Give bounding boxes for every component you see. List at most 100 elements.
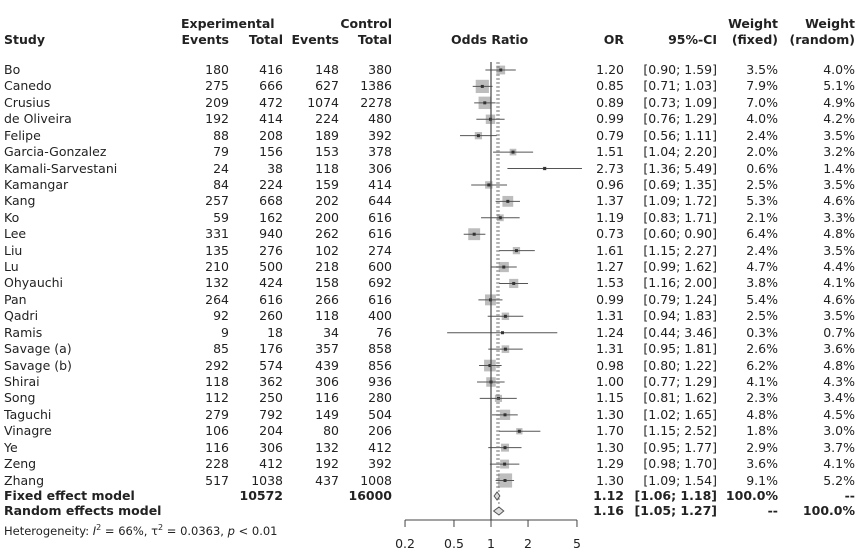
ctrl-total: 392 [368, 456, 392, 472]
ctrl-total: 400 [368, 308, 392, 324]
weight-random: 0.7% [823, 324, 855, 340]
exp-total: 940 [259, 226, 283, 242]
ctrl-total: 378 [368, 144, 392, 160]
ci-value: [1.15; 2.27] [643, 242, 717, 258]
exp-events: 517 [205, 472, 229, 488]
ctrl-total: 616 [368, 291, 392, 307]
point-estimate [503, 413, 507, 417]
ci-value: [0.90; 1.59] [643, 62, 717, 77]
ctrl-total: 206 [368, 423, 392, 439]
ci-value: [1.02; 1.65] [643, 406, 717, 422]
weight-fixed: 3.6% [746, 456, 778, 472]
ci-value: [0.56; 1.11] [643, 127, 717, 143]
ci-value: [0.95; 1.77] [643, 439, 717, 455]
ci-value: [0.76; 1.29] [643, 111, 717, 127]
weight-fixed: 5.4% [746, 291, 778, 307]
point-estimate [480, 84, 484, 88]
weight-fixed: 2.5% [746, 176, 778, 192]
ctrl-events: 159 [315, 176, 339, 192]
ctrl-total: 306 [368, 160, 392, 176]
ctrl-events: 149 [315, 406, 339, 422]
ctrl-total: 16000 [348, 488, 393, 503]
weight-fixed: 100.0% [725, 488, 778, 503]
study-name: Bo [4, 62, 21, 77]
header-ctrl-total: Total [357, 32, 392, 47]
x-tick-label: 1 [487, 536, 495, 551]
weight-fixed: 2.1% [746, 209, 778, 225]
or-value: 1.70 [596, 423, 624, 439]
study-name: Kamali-Sarvestani [4, 160, 118, 176]
exp-total: 162 [259, 209, 283, 225]
header-or: OR [603, 32, 624, 47]
weight-fixed: 6.2% [746, 357, 778, 373]
or-value: 1.51 [596, 144, 624, 160]
or-value: 1.19 [596, 209, 624, 225]
random-effect-diamond [492, 506, 505, 516]
ctrl-events: 148 [315, 62, 339, 77]
weight-random: 3.6% [823, 341, 855, 357]
exp-events: 59 [213, 209, 229, 225]
or-value: 1.31 [596, 341, 624, 357]
weight-fixed: 2.9% [746, 439, 778, 455]
point-estimate [502, 265, 506, 269]
or-value: 1.53 [596, 275, 624, 291]
ctrl-total: 856 [368, 357, 392, 373]
header-ci: 95%-CI [668, 32, 717, 47]
weight-fixed: 7.0% [746, 94, 778, 110]
weight-fixed: 9.1% [746, 472, 778, 488]
or-value: 0.98 [596, 357, 624, 373]
study-name: Canedo [4, 78, 52, 94]
exp-total: 412 [259, 456, 283, 472]
point-estimate [498, 216, 502, 220]
or-value: 1.20 [596, 62, 624, 77]
ctrl-total: 936 [368, 373, 392, 389]
ci-value: [0.95; 1.81] [643, 341, 717, 357]
point-estimate [503, 446, 507, 450]
weight-random: 3.5% [823, 127, 855, 143]
point-estimate [503, 462, 507, 466]
exp-events: 85 [213, 341, 229, 357]
exp-total: 500 [259, 259, 283, 275]
ctrl-events: 118 [315, 160, 339, 176]
ctrl-total: 1386 [360, 78, 392, 94]
point-estimate [506, 199, 510, 203]
exp-total: 224 [259, 176, 283, 192]
ctrl-events: 1074 [307, 94, 339, 110]
weight-fixed: 0.3% [746, 324, 778, 340]
header-control: Control [340, 16, 392, 31]
weight-random: 3.5% [823, 242, 855, 258]
study-name: Ramis [4, 324, 43, 340]
ctrl-events: 437 [315, 472, 339, 488]
point-estimate [499, 68, 503, 72]
point-estimate [500, 331, 504, 335]
heterogeneity-text: Heterogeneity: I2 = 66%, τ2 = 0.0363, p … [4, 523, 278, 538]
ci-value: [1.36; 5.49] [643, 160, 717, 176]
ctrl-events: 192 [315, 456, 339, 472]
or-value: 1.15 [596, 390, 624, 406]
ci-value: [0.81; 1.62] [643, 390, 717, 406]
exp-total: 414 [259, 111, 283, 127]
point-estimate [514, 249, 518, 253]
study-name: Pan [4, 291, 27, 307]
ci-value: [0.69; 1.35] [643, 176, 717, 192]
exp-events: 79 [213, 144, 229, 160]
ci-value: [0.99; 1.62] [643, 259, 717, 275]
study-name: Crusius [4, 94, 51, 110]
weight-random: 4.6% [823, 193, 855, 209]
header-random: (random) [789, 32, 856, 47]
exp-events: 92 [213, 308, 229, 324]
random-model-label: Random effects model [4, 503, 162, 518]
weight-fixed: 2.3% [746, 390, 778, 406]
weight-fixed: 3.8% [746, 275, 778, 291]
exp-total: 1038 [251, 472, 283, 488]
weight-fixed: 2.5% [746, 308, 778, 324]
header-fixed: (fixed) [731, 32, 778, 47]
study-name: Shirai [4, 373, 40, 389]
exp-total: 616 [259, 291, 283, 307]
study-name: Vinagre [4, 423, 52, 439]
ctrl-total: 616 [368, 226, 392, 242]
ctrl-total: 504 [368, 406, 392, 422]
ctrl-total: 280 [368, 390, 392, 406]
exp-events: 118 [205, 373, 229, 389]
ci-value: [0.83; 1.71] [643, 209, 717, 225]
